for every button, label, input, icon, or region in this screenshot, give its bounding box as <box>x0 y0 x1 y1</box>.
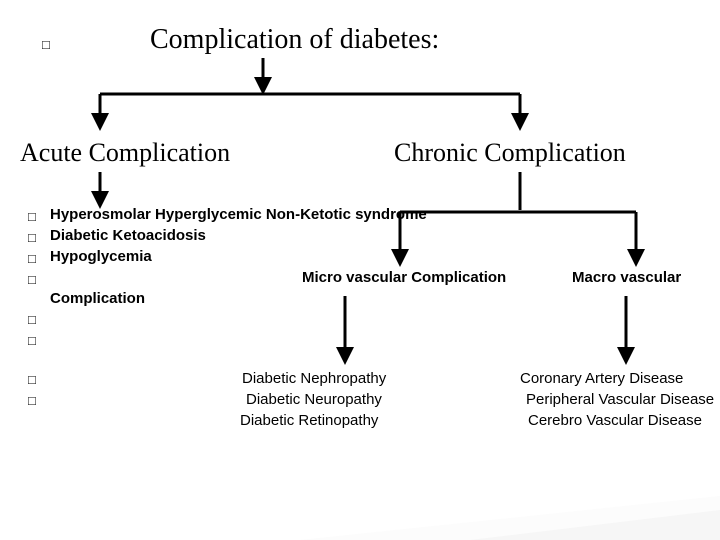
diagram-canvas: □ Complication of diabetes: Acute Compli… <box>0 0 720 540</box>
arrows-layer <box>0 0 720 540</box>
